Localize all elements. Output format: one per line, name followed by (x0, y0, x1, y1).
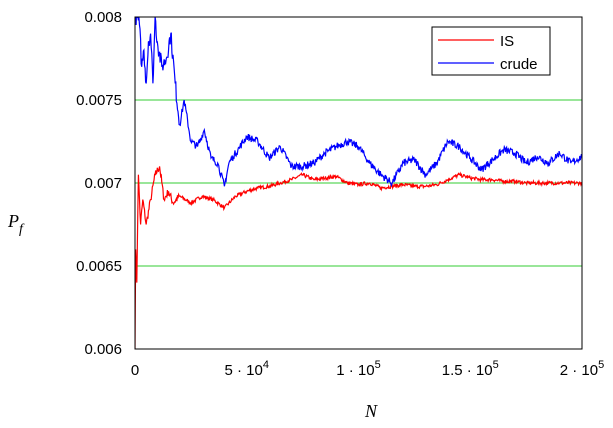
x-tick-labels: 0 5 · 104 1 · 105 1.5 · 105 2 · 105 (131, 359, 604, 379)
x-tick-label: 2 · 105 (560, 359, 604, 379)
y-axis-label-main: P (7, 211, 19, 231)
legend-label-is: IS (500, 33, 514, 50)
x-tick-label: 5 · 104 (225, 359, 269, 379)
legend: IS crude (431, 26, 551, 76)
series-line-is (135, 166, 582, 349)
y-tick-label: 0.008 (84, 9, 122, 26)
x-tick-label: 1.5 · 105 (442, 359, 499, 379)
y-tick-label: 0.0075 (76, 92, 122, 109)
y-tick-label: 0.007 (84, 175, 122, 192)
y-axis-label: Pf (7, 211, 25, 237)
x-tick-label: 0 (131, 362, 139, 379)
legend-box (431, 26, 551, 76)
y-tick-labels: 0.006 0.0065 0.007 0.0075 0.008 (76, 9, 122, 358)
plot-frame (134, 16, 583, 350)
y-axis-label-sub: f (19, 222, 25, 237)
series-line-crude (135, 17, 582, 188)
y-tick-label: 0.006 (84, 341, 122, 358)
y-tick-label: 0.0065 (76, 258, 122, 275)
x-axis-label: N (364, 401, 378, 421)
legend-label-crude: crude (500, 56, 538, 73)
series-layer (135, 17, 582, 349)
x-tick-label: 1 · 105 (336, 359, 380, 379)
